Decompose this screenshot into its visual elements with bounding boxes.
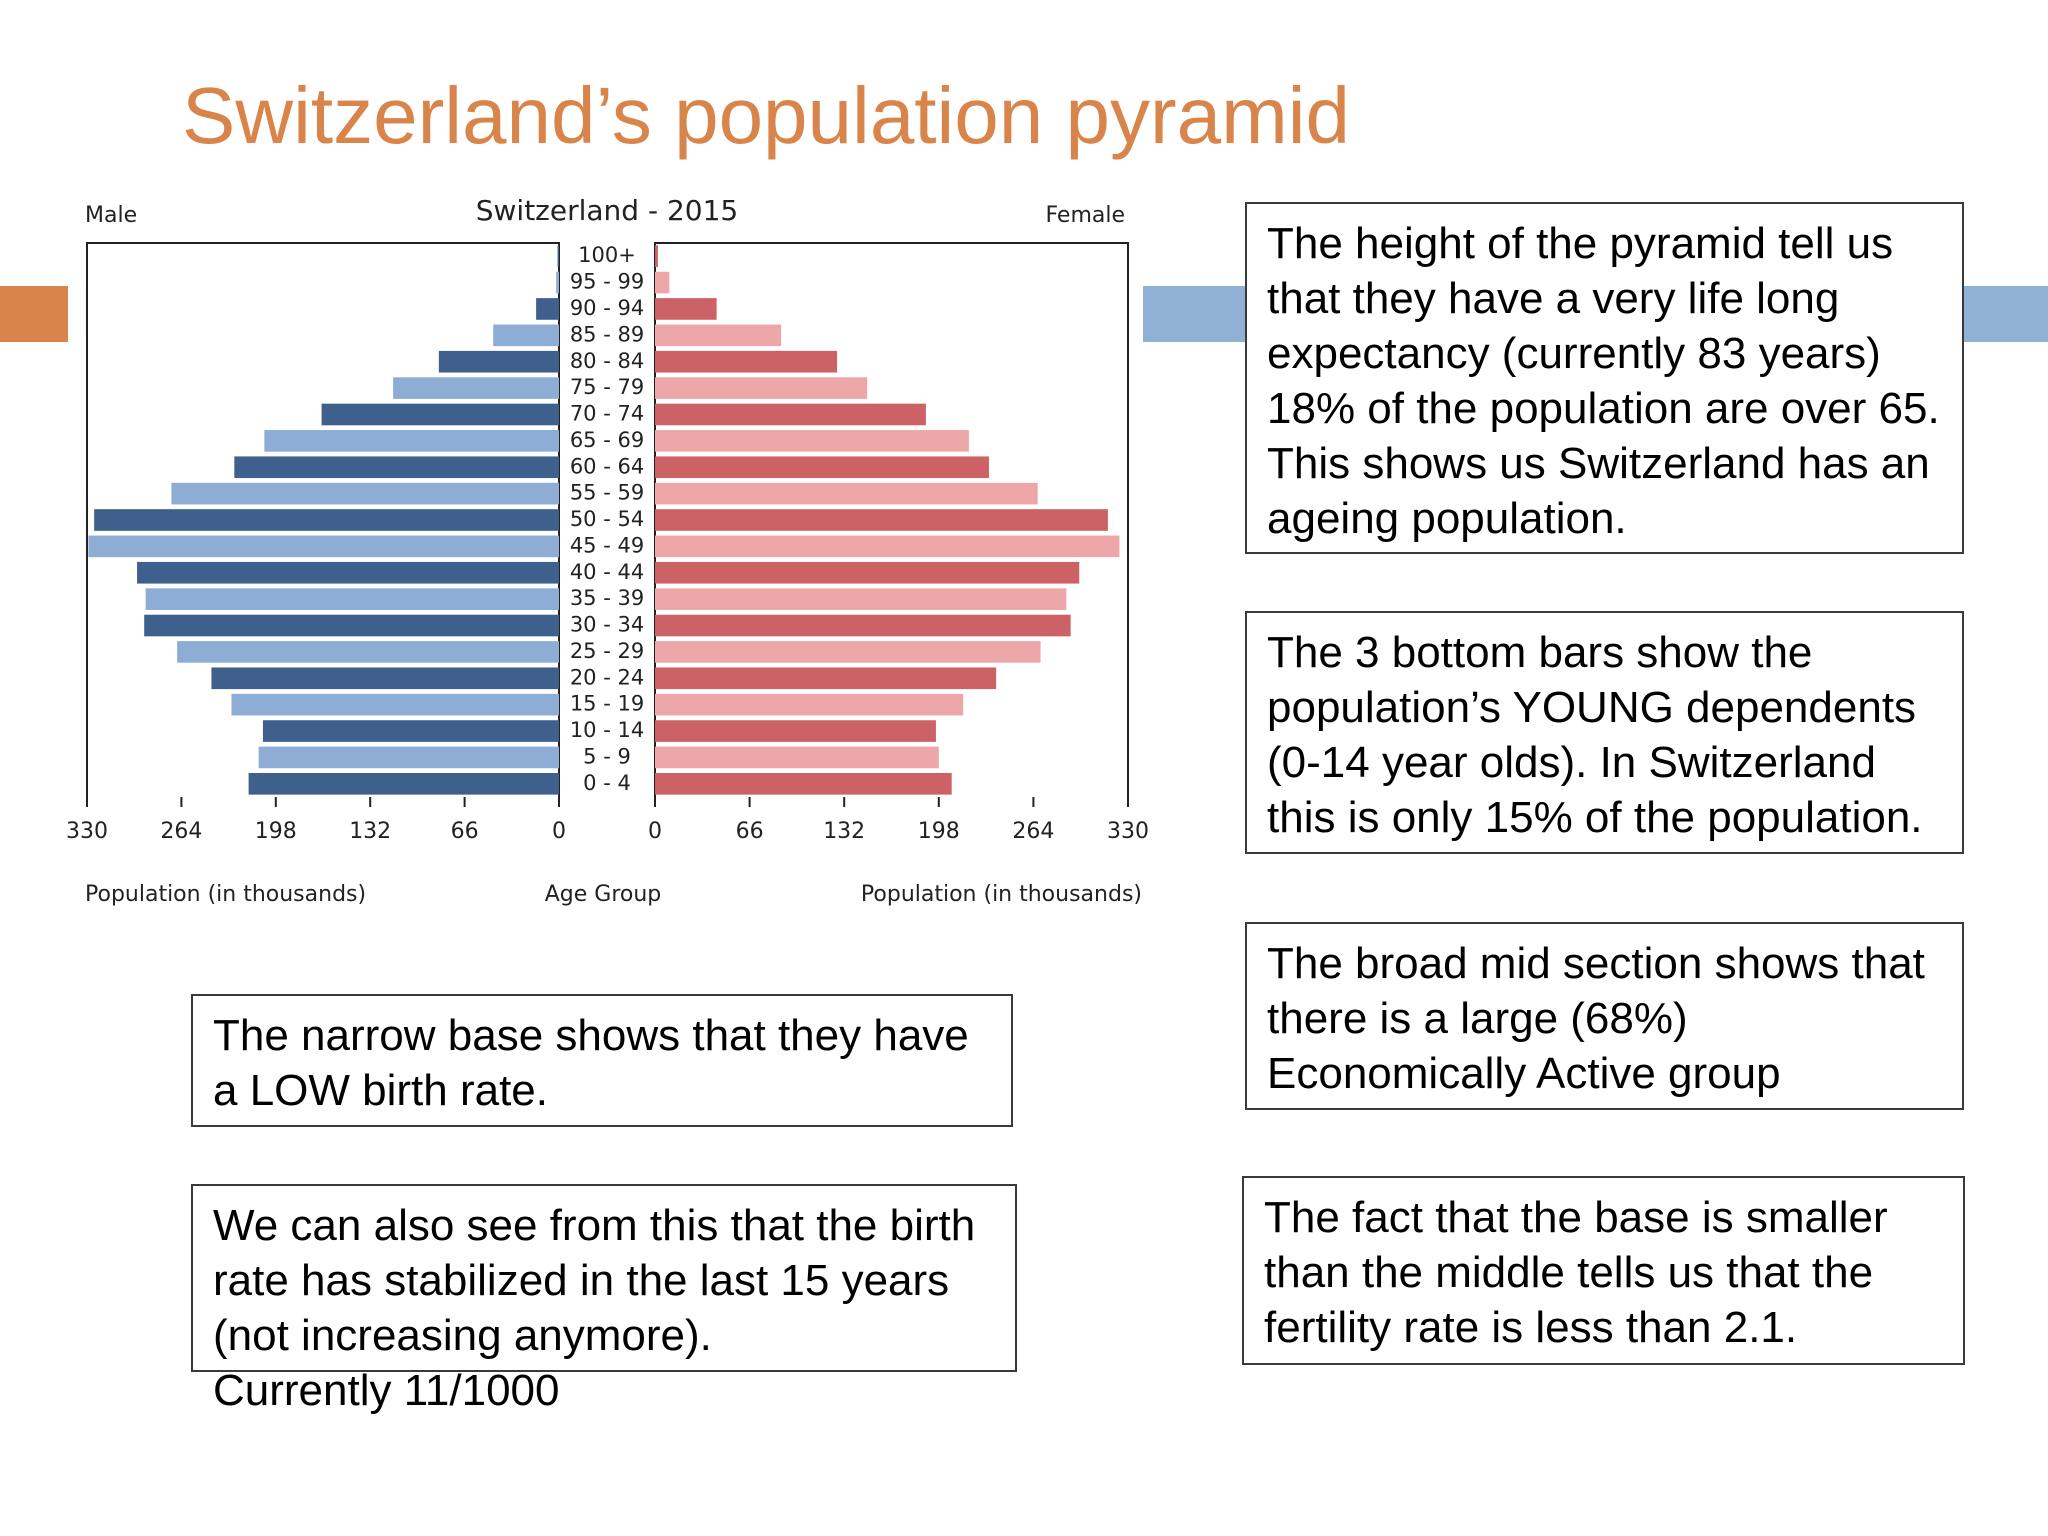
male-bar: [145, 588, 559, 610]
female-bar: [655, 377, 868, 399]
age-group-label: 75 - 79: [570, 375, 644, 399]
male-bar: [231, 693, 559, 716]
note-young: The 3 bottom bars show the population’s …: [1245, 611, 1964, 854]
female-bar: [655, 667, 997, 690]
note-base: The narrow base shows that they have a L…: [191, 994, 1013, 1127]
age-group-label: 60 - 64: [570, 454, 644, 478]
female-label: Female: [1045, 203, 1125, 228]
age-group-label: 85 - 89: [570, 322, 644, 346]
female-bar: [655, 641, 1041, 663]
male-bar: [438, 350, 559, 373]
slide-title: Switzerland’s population pyramid: [182, 71, 1351, 160]
male-bar: [264, 430, 559, 452]
male-bar: [248, 772, 559, 795]
male-bar: [262, 720, 559, 742]
note-birth: We can also see from this that the birth…: [191, 1184, 1017, 1415]
male-tick-label: 330: [66, 819, 108, 844]
male-bar: [393, 377, 559, 399]
male-bar: [258, 746, 559, 769]
population-pyramid-chart: Male Switzerland - 2015 Female 100+ 95 - 999…: [66, 194, 1149, 907]
note-birth-text: We can also see from this that the birth…: [213, 1201, 976, 1415]
female-tick-label: 66: [736, 819, 764, 844]
male-axis-title: Population (in thousands): [85, 882, 366, 907]
age-group-label: 70 - 74: [570, 402, 644, 426]
female-tick-label: 132: [823, 819, 865, 844]
male-tick-label: 66: [451, 819, 479, 844]
note-mid-text: The broad mid section shows that there i…: [1267, 939, 1925, 1098]
age-group-label: 65 - 69: [570, 428, 644, 452]
female-bar: [655, 430, 969, 452]
age-group-label: 5 - 9: [583, 744, 631, 768]
female-axis-title: Population (in thousands): [861, 882, 1142, 907]
note-base-text: The narrow base shows that they have a L…: [213, 1011, 969, 1115]
age-group-label: 35 - 39: [570, 586, 644, 610]
female-bar: [655, 693, 964, 716]
male-bar: [137, 561, 559, 584]
female-bar: [655, 614, 1071, 637]
male-tick-label: 132: [349, 819, 391, 844]
age-group-label: 80 - 84: [570, 349, 644, 373]
male-bar: [171, 482, 559, 505]
male-tick-label: 0: [552, 819, 566, 844]
note-fertility-text: The fact that the base is smaller than t…: [1264, 1193, 1888, 1352]
chart-title: Switzerland - 2015: [476, 194, 739, 227]
male-tick-label: 264: [160, 819, 202, 844]
note-height: The height of the pyramid tell us that t…: [1245, 202, 1964, 554]
male-bar: [177, 641, 559, 663]
female-bar: [655, 535, 1120, 558]
female-bar: [655, 403, 926, 426]
male-bar: [536, 298, 559, 320]
male-label: Male: [85, 203, 137, 228]
female-tick-label: 0: [648, 819, 662, 844]
age-group-label: 10 - 14: [570, 718, 644, 742]
female-bar: [655, 482, 1038, 505]
male-bar: [94, 509, 559, 531]
age-group-label: 50 - 54: [570, 507, 644, 531]
female-tick-label: 264: [1012, 819, 1054, 844]
female-bar: [655, 746, 939, 769]
female-bar: [655, 298, 717, 320]
age-group-label: 40 - 44: [570, 560, 644, 584]
age-group-label: 25 - 29: [570, 639, 644, 663]
female-bar: [655, 720, 936, 742]
female-bar: [655, 588, 1067, 610]
note-fertility: The fact that the base is smaller than t…: [1242, 1176, 1965, 1365]
note-young-text: The 3 bottom bars show the population’s …: [1267, 628, 1923, 842]
male-bar: [144, 614, 559, 637]
age-group-label: 15 - 19: [570, 692, 644, 716]
female-bar: [655, 772, 952, 795]
female-bar: [655, 350, 838, 373]
male-bar: [557, 245, 559, 268]
age-group-label: 45 - 49: [570, 533, 644, 557]
male-bar: [556, 271, 559, 294]
male-bar: [493, 324, 559, 347]
age-group-label: 90 - 94: [570, 296, 644, 320]
male-bar: [88, 535, 560, 558]
female-tick-label: 198: [918, 819, 960, 844]
age-group-label: 30 - 34: [570, 613, 644, 637]
male-bar: [321, 403, 559, 426]
female-bar: [655, 245, 658, 268]
accent-bar-left: [0, 286, 68, 342]
age-group-label: 55 - 59: [570, 481, 644, 505]
female-bar: [655, 271, 670, 294]
male-bar: [234, 456, 559, 479]
female-tick-label: 330: [1107, 819, 1149, 844]
female-bar: [655, 509, 1108, 531]
age-group-label: 20 - 24: [570, 665, 644, 689]
age-axis-title: Age Group: [545, 882, 662, 907]
female-bar: [655, 456, 989, 479]
age-group-label: 100+: [578, 243, 636, 267]
note-height-text: The height of the pyramid tell us that t…: [1267, 219, 1940, 543]
female-bar: [655, 324, 782, 347]
male-bar: [211, 667, 559, 690]
age-group-label: 0 - 4: [583, 771, 631, 795]
note-mid: The broad mid section shows that there i…: [1245, 922, 1964, 1110]
male-tick-label: 198: [255, 819, 297, 844]
age-group-label: 95 - 99: [570, 270, 644, 294]
female-bar: [655, 561, 1080, 584]
